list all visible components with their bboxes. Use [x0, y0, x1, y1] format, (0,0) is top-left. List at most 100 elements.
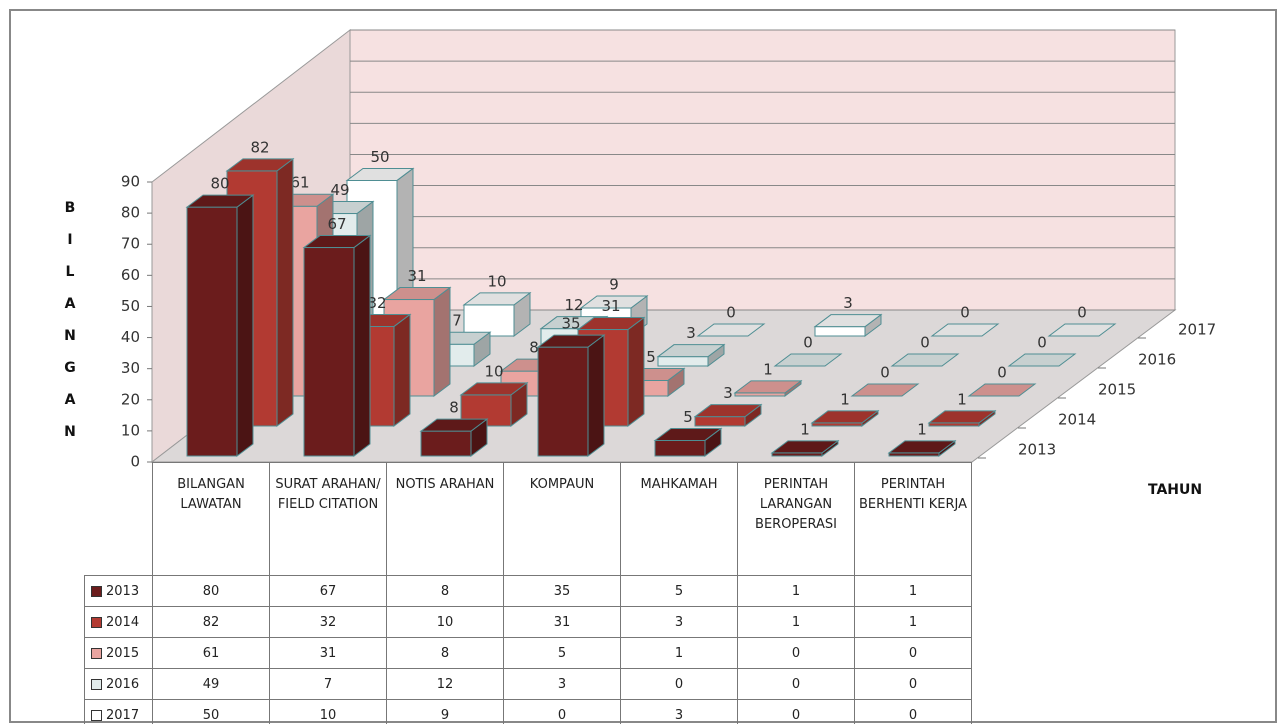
y-tick-label: 50: [121, 297, 140, 315]
bar-front: [694, 416, 746, 427]
category-label: PERINTAH LARANGAN BEROPERASI: [737, 462, 855, 576]
bar-front: [814, 326, 866, 337]
data-label: 61: [290, 174, 309, 192]
data-label: 32: [367, 294, 386, 312]
table-corner: [85, 463, 153, 576]
bar: [185, 194, 255, 457]
bar-top: [462, 292, 532, 306]
bar-side: [276, 157, 294, 427]
legend-label: 2015: [1098, 381, 1136, 399]
y-tick-label: 10: [121, 421, 140, 439]
data-label: 49: [330, 181, 349, 199]
bar-top: [887, 440, 957, 454]
bar-top: [459, 382, 529, 396]
legend-label: 2017: [1178, 321, 1216, 339]
bar: [656, 343, 726, 367]
bar: [696, 323, 766, 337]
data-label: 0: [726, 304, 736, 322]
table-value: 3: [620, 699, 738, 724]
bar-front: [303, 247, 355, 457]
bar: [850, 383, 920, 397]
bar-side: [587, 334, 605, 457]
table-value: 31: [269, 637, 387, 669]
table-value: 1: [737, 606, 855, 638]
bar-top: [536, 334, 606, 348]
y-tick-label: 80: [121, 204, 140, 222]
table-value: 1: [737, 575, 855, 607]
bar-top: [773, 353, 843, 367]
data-label: 3: [686, 324, 696, 342]
data-label: 82: [250, 138, 269, 156]
table-value: 50: [152, 699, 270, 724]
bar-top: [850, 383, 920, 397]
table-value: 9: [386, 699, 504, 724]
data-label: 9: [609, 276, 619, 294]
bar: [653, 427, 723, 457]
bar-top: [696, 323, 766, 337]
bar: [733, 379, 803, 397]
table-value: 0: [737, 637, 855, 669]
table-value: 0: [854, 668, 972, 700]
legend-cell: 2017: [84, 699, 153, 724]
data-label: 3: [723, 384, 733, 402]
bar: [927, 409, 997, 427]
data-label: 80: [210, 175, 229, 193]
bar: [930, 323, 1000, 337]
bar-side: [433, 286, 451, 397]
bar-front: [654, 439, 706, 457]
table-value: 31: [503, 606, 621, 638]
bar-top: [302, 235, 372, 249]
table-value: 82: [152, 606, 270, 638]
legend-label: 2016: [106, 676, 140, 692]
data-label: 67: [327, 215, 346, 233]
table-value: 8: [386, 575, 504, 607]
data-label: 0: [1077, 304, 1087, 322]
table-value: 10: [386, 606, 504, 638]
data-label: 0: [880, 364, 890, 382]
bar-front: [463, 304, 515, 337]
bar: [1047, 323, 1117, 337]
legend-label: 2013: [106, 583, 140, 599]
legend-label: 2017: [106, 707, 140, 723]
bar: [302, 234, 372, 457]
table-row: 2015 61 31 8 5 1 0 0: [84, 637, 972, 669]
bar: [967, 383, 1037, 397]
bar: [693, 403, 763, 427]
bar: [536, 334, 606, 457]
table-value: 1: [620, 637, 738, 669]
data-label: 8: [449, 399, 459, 417]
data-label: 0: [960, 304, 970, 322]
bar: [462, 291, 532, 337]
data-label: 1: [840, 390, 850, 408]
bar-top: [576, 317, 646, 331]
bar: [813, 313, 883, 337]
table-value: 0: [854, 637, 972, 669]
table-value: 10: [269, 699, 387, 724]
data-label: 10: [484, 362, 503, 380]
bar-top: [930, 323, 1000, 337]
table-value: 12: [386, 668, 504, 700]
bar: [887, 439, 957, 457]
x-axis-label: TAHUN: [1148, 482, 1203, 498]
table-value: 5: [620, 575, 738, 607]
table-value: 5: [503, 637, 621, 669]
table-value: 0: [854, 699, 972, 724]
category-label: SURAT ARAHAN/ FIELD CITATION: [269, 462, 387, 576]
table-row: 2013 80 67 8 35 5 1 1: [84, 575, 972, 607]
y-tick-label: 90: [121, 173, 140, 191]
y-tick-label: 60: [121, 266, 140, 284]
bar-top: [1007, 353, 1077, 367]
bar-top: [1047, 323, 1117, 337]
bar-front: [186, 206, 238, 457]
data-label: 50: [370, 148, 389, 166]
table-value: 80: [152, 575, 270, 607]
category-label: KOMPAUN: [503, 462, 621, 576]
bar-side: [627, 316, 645, 427]
bar-front: [537, 346, 589, 457]
table-value: 7: [269, 668, 387, 700]
bar-side: [236, 194, 254, 457]
data-label: 0: [997, 364, 1007, 382]
bar-top: [382, 287, 452, 301]
table-value: 49: [152, 668, 270, 700]
